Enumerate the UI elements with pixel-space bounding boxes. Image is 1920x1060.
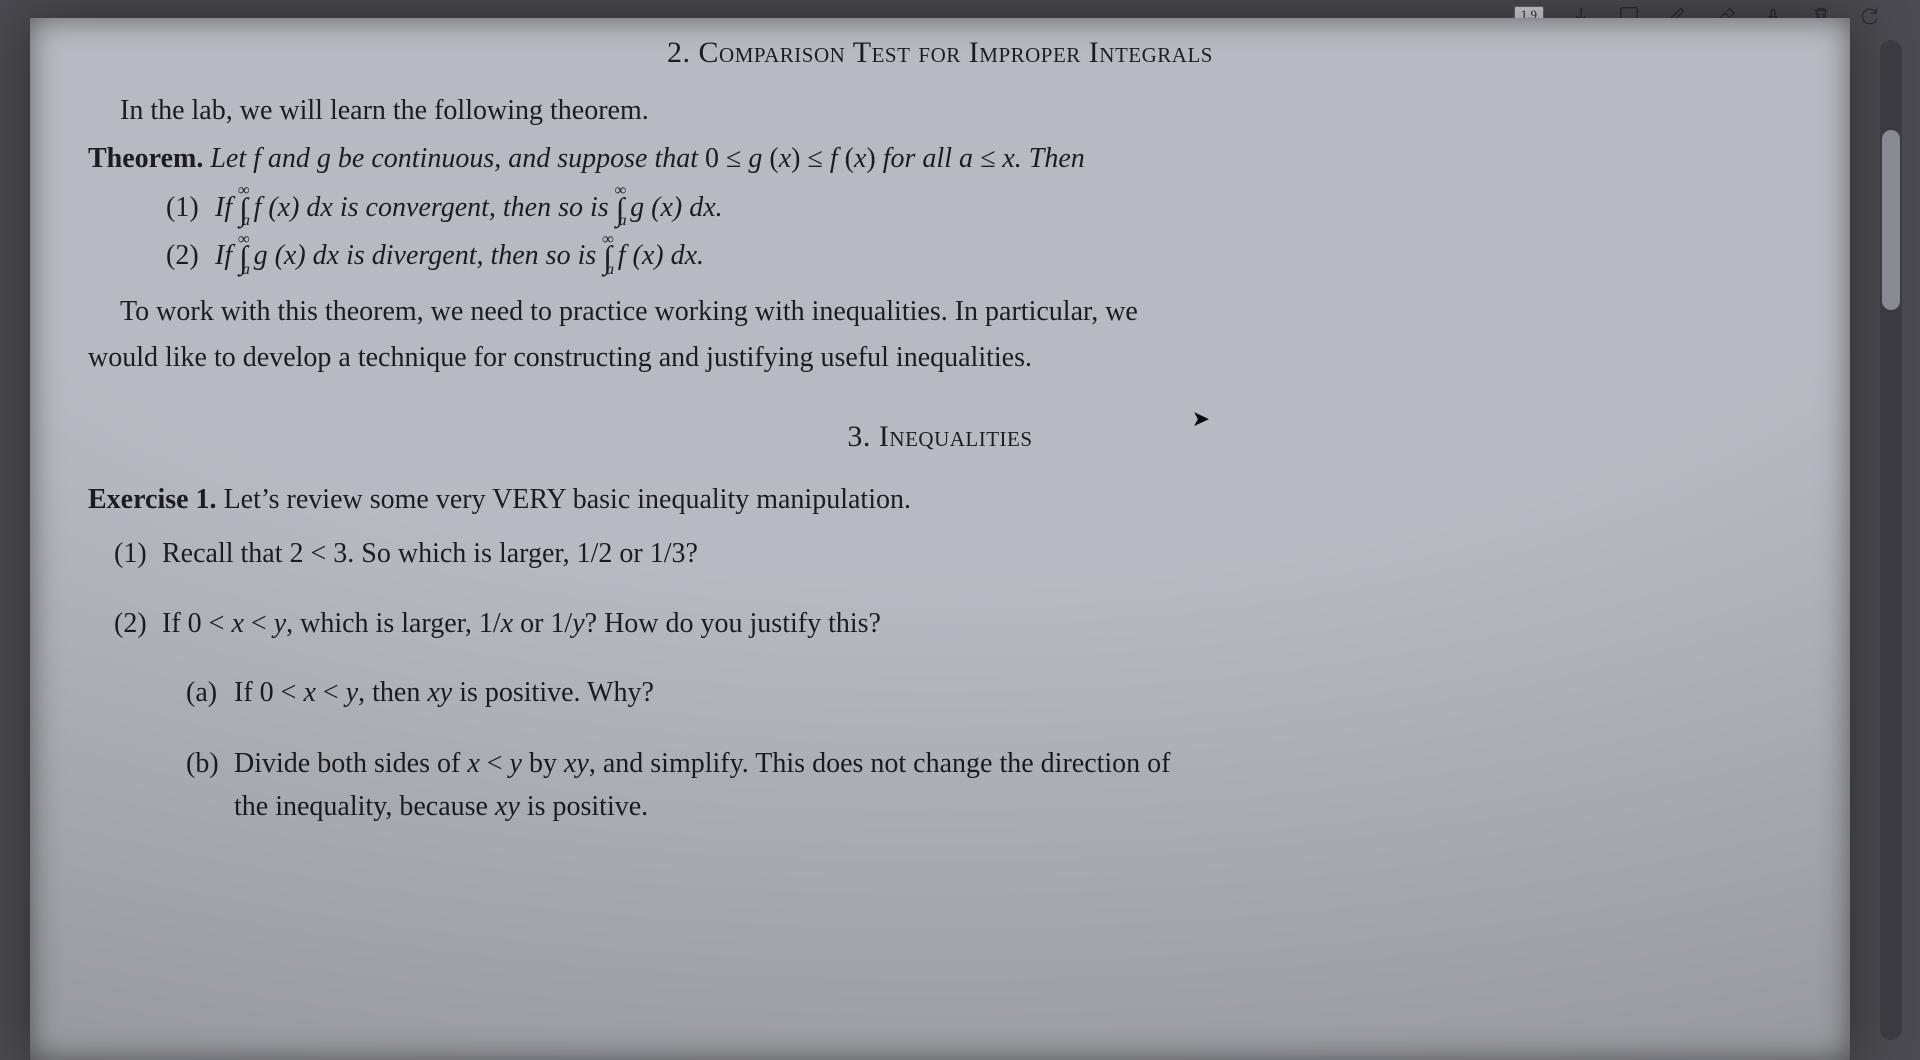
item-text: If 0 < x < y, which is larger, 1/x or 1/…: [162, 608, 881, 639]
section-title: Comparison Test for Improper Integrals: [699, 36, 1213, 69]
item-text: Recall that 2 < 3. So which is larger, 1…: [162, 538, 698, 569]
paragraph-2-line2: would like to develop a technique for co…: [88, 339, 1792, 377]
exercise-label: Exercise 1.: [88, 484, 217, 515]
exercise-1-heading: Exercise 1. Let’s review some very VERY …: [88, 484, 1792, 516]
vertical-scrollbar[interactable]: [1880, 40, 1902, 1040]
item-number: (2): [166, 236, 208, 277]
exercise-text: Let’s review some very VERY basic inequa…: [224, 484, 911, 515]
theorem-label: Theorem.: [88, 143, 203, 174]
item-text: If ∫a∞f (x) dx is convergent, then so is…: [215, 192, 723, 223]
item-text: Divide both sides of x < y by xy, and si…: [234, 748, 1171, 779]
section-title: Inequalities: [879, 420, 1033, 453]
item-text: If 0 < x < y, then xy is positive. Why?: [234, 677, 654, 708]
theorem-item-1: (1) If ∫a∞f (x) dx is convergent, then s…: [166, 182, 1792, 229]
section-2-heading: 2. Comparison Test for Improper Integral…: [88, 36, 1792, 70]
item-number: (1): [166, 188, 208, 229]
cursor-icon: ➤: [1192, 406, 1210, 432]
exercise-subitem-b: (b)Divide both sides of x < y by xy, and…: [234, 744, 1792, 783]
exercise-subitem-a: (a)If 0 < x < y, then xy is positive. Wh…: [234, 673, 1792, 712]
theorem-statement: Theorem. Let f and g be continuous, and …: [88, 140, 1792, 178]
paragraph-2-line1: To work with this theorem, we need to pr…: [88, 293, 1792, 331]
intro-paragraph: In the lab, we will learn the following …: [88, 92, 1792, 130]
item-number: (a): [186, 673, 234, 712]
item-text: the inequality, because xy is positive.: [234, 791, 648, 822]
item-text: If ∫a∞g (x) dx is divergent, then so is …: [215, 240, 704, 271]
exercise-item-1: (1)Recall that 2 < 3. So which is larger…: [162, 534, 1792, 573]
theorem-item-2: (2) If ∫a∞g (x) dx is divergent, then so…: [166, 230, 1792, 277]
item-number: (1): [114, 534, 162, 573]
section-number: 2.: [667, 36, 691, 69]
exercise-subitem-b-line2: the inequality, because xy is positive.: [234, 787, 1792, 826]
scrollbar-thumb[interactable]: [1882, 130, 1900, 310]
section-3-heading: 3. Inequalities: [88, 420, 1792, 454]
redo-icon[interactable]: [1858, 4, 1880, 26]
item-number: (2): [114, 604, 162, 643]
item-number: (b): [186, 744, 234, 783]
section-number: 3.: [847, 420, 871, 453]
exercise-item-2: (2)If 0 < x < y, which is larger, 1/x or…: [162, 604, 1792, 643]
document-page: 2. Comparison Test for Improper Integral…: [30, 18, 1850, 1060]
